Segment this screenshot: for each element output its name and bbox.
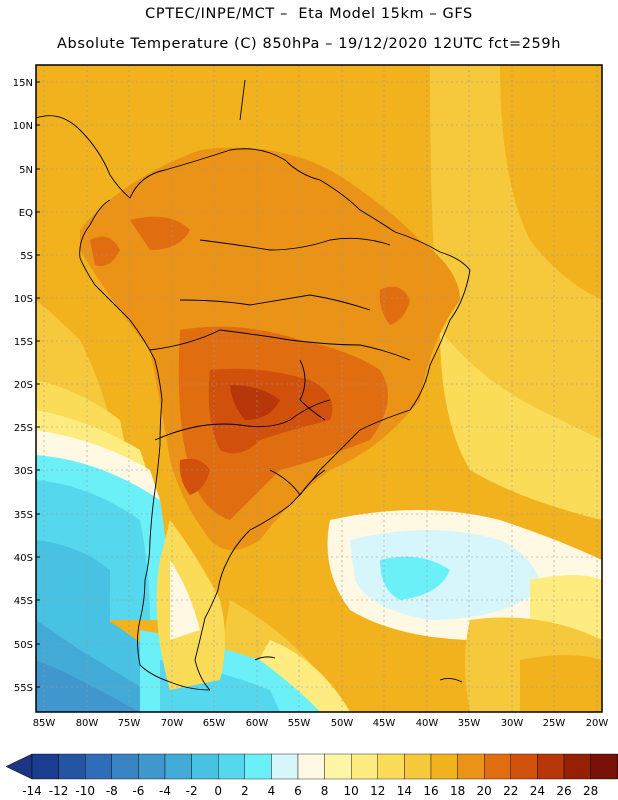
lat-label: 20S xyxy=(14,380,33,391)
colorbar-swatch xyxy=(271,753,299,780)
colorbar-swatch xyxy=(111,753,139,780)
colorbar-label: 28 xyxy=(583,784,598,798)
colorbar-label: 4 xyxy=(268,784,276,798)
lon-label: 20W xyxy=(586,718,609,729)
colorbar-swatch xyxy=(244,753,272,780)
colorbar-label: 6 xyxy=(294,784,302,798)
colorbar-swatch xyxy=(563,753,591,780)
colorbar-label: 18 xyxy=(450,784,465,798)
colorbar: -14 -12 -10 -8 -6 -4 -2 0 2 4 6 8 10 12 14 16 18 20 22 24 26… xyxy=(5,753,618,798)
lat-label: 30S xyxy=(14,466,33,477)
lat-label: 15S xyxy=(14,337,33,348)
lon-label: 75W xyxy=(118,718,141,729)
lat-label: 5N xyxy=(19,165,33,176)
colorbar-under-arrow xyxy=(5,753,33,780)
lon-label: 45W xyxy=(373,718,396,729)
lon-label: 65W xyxy=(203,718,226,729)
colorbar-swatch xyxy=(138,753,166,780)
lon-label: 60W xyxy=(246,718,269,729)
colorbar-label: -10 xyxy=(75,784,95,798)
colorbar-label: 22 xyxy=(503,784,518,798)
colorbar-swatch xyxy=(404,753,432,780)
colorbar-swatch xyxy=(590,753,618,780)
colorbar-swatch xyxy=(297,753,325,780)
coastlines xyxy=(36,79,471,691)
colorbar-swatch xyxy=(58,753,86,780)
colorbar-label: 8 xyxy=(321,784,329,798)
colorbar-label: 16 xyxy=(423,784,438,798)
lat-label: 10S xyxy=(14,294,33,305)
colorbar-label: -6 xyxy=(132,784,144,798)
colorbar-swatch xyxy=(84,753,112,780)
temperature-field xyxy=(36,65,602,712)
colorbar-swatch xyxy=(164,753,192,780)
colorbar-label: -14 xyxy=(22,784,42,798)
colorbar-label: 12 xyxy=(370,784,385,798)
colorbar-label: -12 xyxy=(49,784,69,798)
lon-label: 50W xyxy=(331,718,354,729)
lat-label: 25S xyxy=(14,423,33,434)
colorbar-swatch xyxy=(457,753,485,780)
lat-label: 35S xyxy=(14,510,33,521)
lon-label: 80W xyxy=(76,718,99,729)
colorbar-swatch xyxy=(324,753,352,780)
colorbar-label: 20 xyxy=(477,784,492,798)
lat-label: 50S xyxy=(14,640,33,651)
colorbar-swatch xyxy=(217,753,245,780)
colorbar-swatch xyxy=(31,753,59,780)
lat-label: 40S xyxy=(14,553,33,564)
lon-label: 25W xyxy=(543,718,566,729)
colorbar-swatch xyxy=(377,753,405,780)
lon-label: 55W xyxy=(288,718,311,729)
title-line-1: CPTEC/INPE/MCT – Eta Model 15km – GFS xyxy=(145,6,473,22)
lon-label: 40W xyxy=(416,718,439,729)
colorbar-label: 2 xyxy=(241,784,249,798)
colorbar-swatch xyxy=(537,753,565,780)
lon-label: 85W xyxy=(33,718,56,729)
colorbar-swatch xyxy=(351,753,379,780)
colorbar-label: -2 xyxy=(186,784,198,798)
colorbar-label: -8 xyxy=(106,784,118,798)
lon-label: 35W xyxy=(458,718,481,729)
lat-label: 45S xyxy=(14,596,33,607)
lon-label: 70W xyxy=(161,718,184,729)
longitude-labels: 85W 80W 75W 70W 65W 60W 55W 50W 45W 40W … xyxy=(33,718,609,729)
lat-label: EQ xyxy=(19,208,33,219)
colorbar-label: -4 xyxy=(159,784,171,798)
colorbar-swatch xyxy=(484,753,512,780)
latitude-labels: 15N 10N 5N EQ 5S 10S 15S 20S 25S 30S 35S… xyxy=(13,78,33,694)
colorbar-label: 24 xyxy=(530,784,545,798)
lat-label: 15N xyxy=(13,78,33,89)
colorbar-swatch xyxy=(191,753,219,780)
colorbar-swatch xyxy=(430,753,458,780)
tick-marks xyxy=(36,81,40,688)
colorbar-label: 10 xyxy=(344,784,359,798)
map-frame xyxy=(35,64,603,713)
title-line-2: Absolute Temperature (C) 850hPa – 19/12/… xyxy=(57,36,561,52)
lat-label: 10N xyxy=(13,121,33,132)
colorbar-swatch xyxy=(510,753,538,780)
lat-label: 55S xyxy=(14,683,33,694)
grid-lines xyxy=(36,65,602,712)
colorbar-label: 26 xyxy=(556,784,571,798)
lon-label: 30W xyxy=(501,718,524,729)
colorbar-label: 14 xyxy=(397,784,412,798)
lat-label: 5S xyxy=(20,251,33,262)
colorbar-label: 0 xyxy=(214,784,222,798)
